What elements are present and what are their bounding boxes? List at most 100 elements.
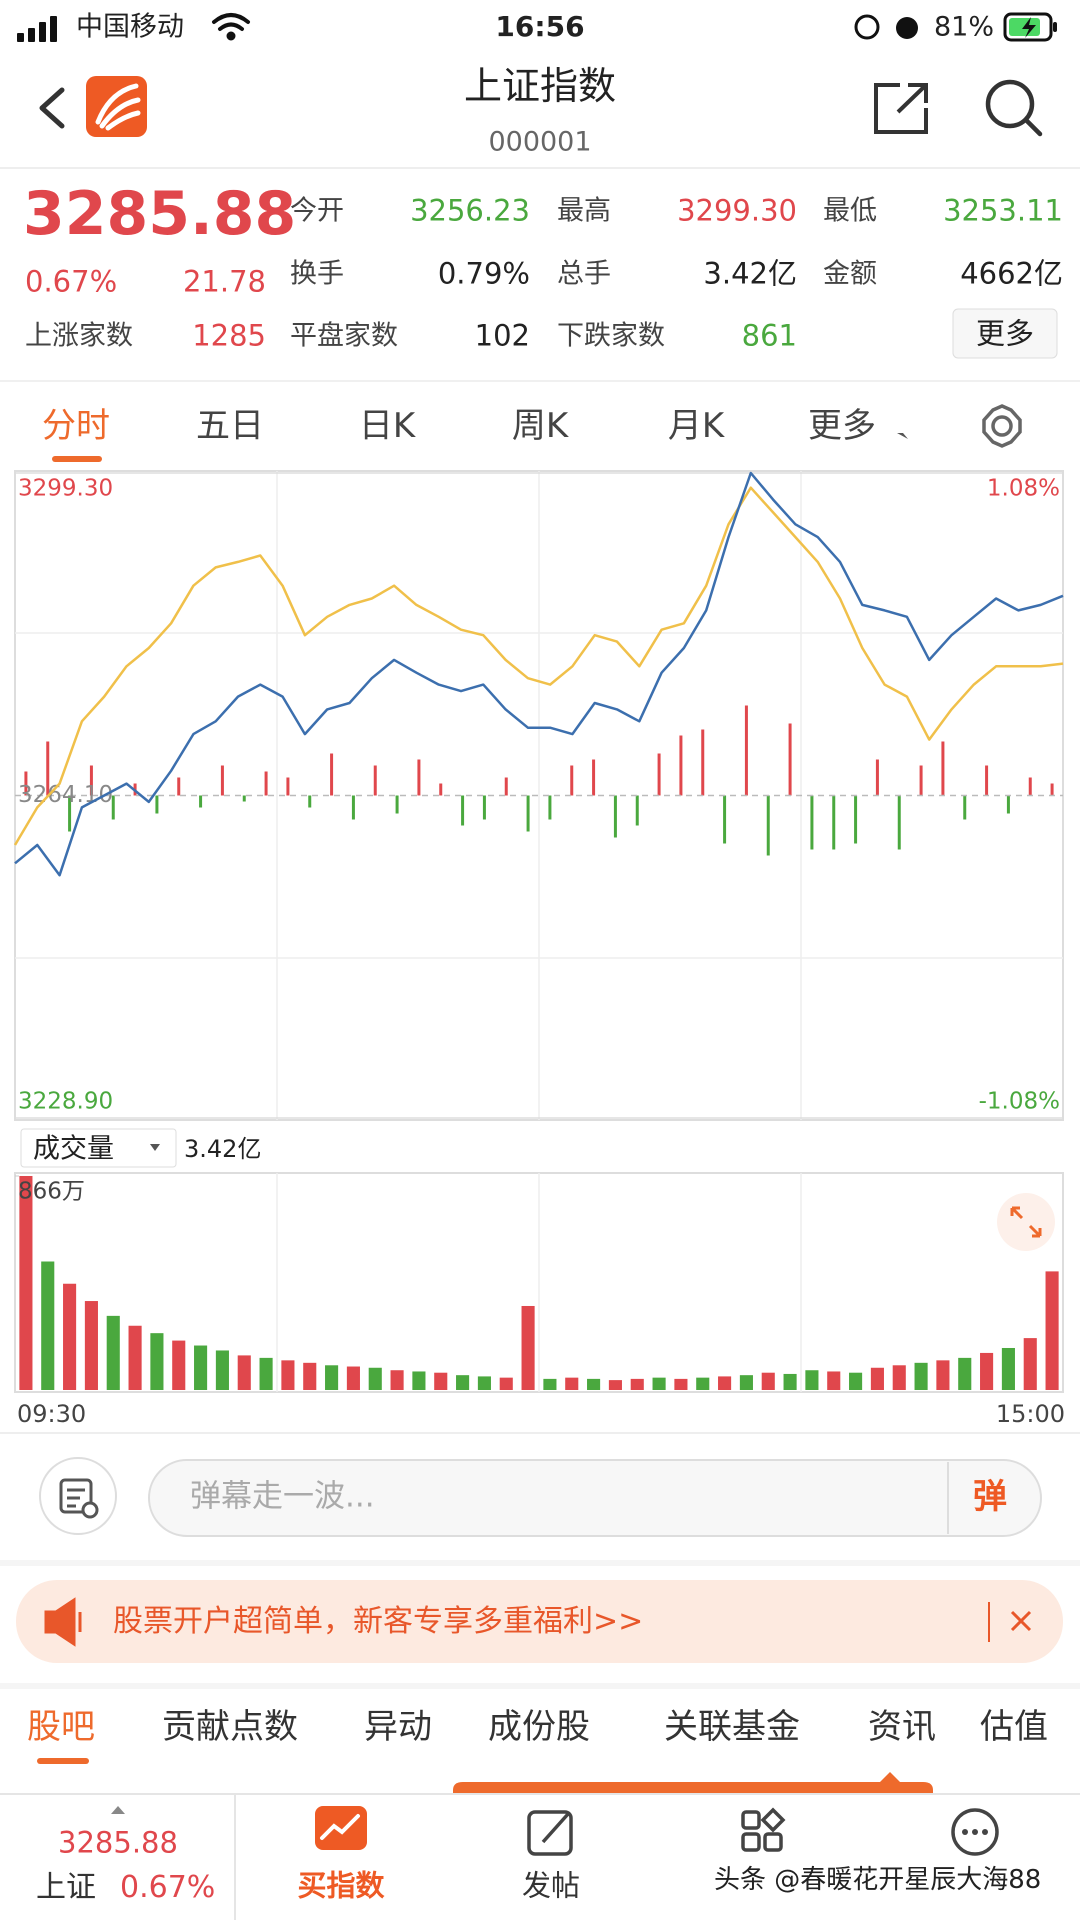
bottom-change-percent: 0.67% (120, 1870, 216, 1905)
section-tab[interactable]: 关联基金 (664, 1707, 800, 1747)
dropdown-caret (897, 433, 908, 439)
section-tab[interactable]: 贡献点数 (162, 1707, 298, 1747)
more-label[interactable]: 更多 (975, 316, 1035, 351)
volume-grid (276, 1173, 802, 1392)
volume-bar (958, 1357, 972, 1390)
volume-bar (827, 1371, 841, 1390)
megaphone-icon (44, 1597, 82, 1647)
volume-bar (718, 1376, 732, 1390)
bottom-nav (0, 1794, 1080, 1920)
breadth-value: 861 (741, 318, 797, 353)
stat-label: 今开 (290, 195, 344, 227)
buy-index-label[interactable]: 买指数 (297, 1868, 385, 1903)
tab-indicator (37, 1758, 89, 1764)
chart-tab[interactable]: 日K (358, 406, 416, 446)
ad-text[interactable]: 股票开户超简单，新客专享多重福利>> (113, 1604, 644, 1639)
volume-bar (892, 1365, 906, 1390)
volume-bar (1001, 1347, 1015, 1390)
stat-value: 4662亿 (960, 256, 1063, 291)
volume-selector-label[interactable]: 成交量 (33, 1133, 114, 1165)
section-tab[interactable]: 异动 (364, 1707, 432, 1747)
change-percent: 0.67% (25, 264, 118, 299)
y-tick-label: 3264.10 (18, 782, 113, 808)
volume-selector[interactable] (20, 1128, 177, 1168)
comment-input[interactable] (148, 1459, 1042, 1537)
volume-bar (870, 1367, 884, 1390)
stat-label: 最高 (557, 195, 611, 227)
volume-total: 3.42亿 (184, 1135, 262, 1163)
search-button[interactable] (985, 79, 1043, 137)
stat-label: 总手 (557, 258, 611, 290)
comment-placeholder[interactable]: 弹幕走一波... (190, 1478, 375, 1515)
volume-bar (521, 1305, 535, 1390)
section-tab[interactable]: 估值 (980, 1707, 1048, 1747)
danmaku-button[interactable]: 弹 (973, 1477, 1007, 1517)
more-button[interactable] (952, 308, 1058, 359)
volume-bar (565, 1377, 579, 1390)
section-tab[interactable]: 资讯 (868, 1707, 936, 1747)
price-line (14, 471, 1064, 877)
price-line (13, 486, 1064, 846)
volume-bar (543, 1378, 557, 1390)
volume-bar (477, 1376, 491, 1390)
strip-caret (880, 1772, 900, 1782)
settings-button[interactable] (982, 404, 1022, 448)
volume-bar (172, 1340, 186, 1390)
share-button[interactable] (874, 83, 928, 134)
apps-icon[interactable] (741, 1807, 786, 1852)
alarm-icon (896, 17, 918, 39)
section-gap (0, 1683, 1080, 1689)
bottom-index-name: 上证 (36, 1870, 96, 1905)
volume-bar (587, 1378, 601, 1390)
close-ad-button[interactable] (1010, 1610, 1032, 1632)
post-label[interactable]: 发帖 (521, 1868, 581, 1903)
volume-bar (914, 1362, 928, 1390)
post-icon[interactable] (527, 1810, 573, 1856)
back-button[interactable] (39, 87, 65, 129)
volume-bar (1023, 1338, 1037, 1390)
chart-tab[interactable]: 五日 (196, 406, 264, 446)
volume-bar (215, 1350, 229, 1390)
volume-bar (19, 1176, 33, 1390)
more-icon[interactable] (951, 1808, 999, 1856)
volume-bar (237, 1355, 251, 1390)
buy-index-icon[interactable] (315, 1806, 367, 1850)
dropdown-caret (150, 1144, 160, 1151)
page-title: 上证指数 (463, 64, 617, 108)
battery-level: 81% (934, 11, 995, 43)
danmaku-settings[interactable] (39, 1457, 117, 1535)
chart-tab[interactable]: 更多 (808, 406, 876, 446)
volume-bar (456, 1375, 470, 1390)
volume-bar (980, 1352, 994, 1390)
clock: 16:56 (495, 10, 585, 43)
volume-bar (281, 1360, 295, 1390)
volume-bar (390, 1370, 404, 1390)
change-amount: 21.78 (182, 264, 266, 299)
section-tab[interactable]: 成份股 (488, 1707, 590, 1747)
ad-banner[interactable] (16, 1580, 1063, 1663)
volume-bar (194, 1345, 208, 1390)
volume-bar (739, 1375, 753, 1390)
volume-bar (652, 1377, 666, 1390)
volume-bar (325, 1365, 339, 1390)
wifi-icon (212, 13, 250, 41)
chart-tab[interactable]: 月K (667, 406, 725, 446)
expand-caret[interactable] (111, 1806, 125, 1814)
chart-tab[interactable]: 分时 (42, 406, 110, 446)
carrier: 中国移动 (76, 11, 184, 43)
bottom-price: 3285.88 (58, 1825, 178, 1860)
volume-bar (608, 1380, 622, 1390)
volume-bar (630, 1378, 644, 1390)
chart-tab[interactable]: 周K (511, 406, 569, 446)
signal-icon (17, 16, 57, 42)
volume-bar (128, 1325, 142, 1390)
expand-button[interactable] (997, 1193, 1055, 1251)
breadth-value: 1285 (192, 318, 266, 353)
section-tab[interactable]: 股吧 (27, 1707, 95, 1747)
volume-bar (106, 1315, 120, 1390)
logo-mark (95, 83, 141, 131)
y-tick-label: 3228.90 (18, 1089, 113, 1115)
watermark: 头条 @春暖花开星辰大海88 (714, 1865, 1042, 1895)
y2-tick-label: -1.08% (979, 1089, 1060, 1115)
volume-bar (805, 1370, 819, 1390)
